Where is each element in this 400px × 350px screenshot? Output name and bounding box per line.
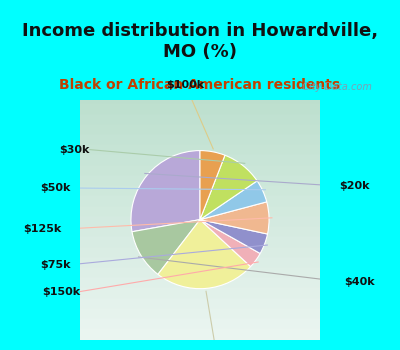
Wedge shape <box>132 220 200 274</box>
Wedge shape <box>200 220 268 253</box>
Wedge shape <box>200 202 269 234</box>
Bar <box>18 297 363 307</box>
Bar <box>18 153 363 164</box>
Wedge shape <box>200 150 225 220</box>
Bar <box>18 102 363 113</box>
Text: Income distribution in Howardville,
MO (%): Income distribution in Howardville, MO (… <box>22 22 378 61</box>
Text: $30k: $30k <box>59 145 90 155</box>
Bar <box>18 245 363 256</box>
Bar <box>18 184 363 194</box>
Wedge shape <box>200 220 260 267</box>
Text: Black or African American residents: Black or African American residents <box>60 78 340 92</box>
Bar <box>18 225 363 235</box>
Text: $40k: $40k <box>344 277 374 287</box>
Text: $150k: $150k <box>42 287 80 296</box>
Bar <box>18 235 363 245</box>
Text: City-Data.com: City-Data.com <box>296 83 372 92</box>
Bar <box>18 164 363 174</box>
Bar <box>18 123 363 133</box>
Bar <box>18 92 363 102</box>
Bar <box>18 256 363 266</box>
Bar <box>18 266 363 276</box>
Bar <box>18 61 363 72</box>
Wedge shape <box>131 150 200 232</box>
Circle shape <box>282 72 295 85</box>
Bar <box>18 338 363 348</box>
Wedge shape <box>158 220 251 289</box>
Text: $20k: $20k <box>339 181 370 191</box>
Bar <box>18 317 363 327</box>
Bar <box>18 143 363 153</box>
Text: $125k: $125k <box>23 224 61 234</box>
Bar <box>18 82 363 92</box>
Text: $100k: $100k <box>166 80 205 90</box>
Bar <box>18 72 363 82</box>
Bar <box>18 113 363 123</box>
Bar <box>18 133 363 143</box>
Bar <box>18 307 363 317</box>
Wedge shape <box>200 155 257 220</box>
Bar <box>18 286 363 297</box>
Bar <box>18 276 363 286</box>
Bar <box>18 327 363 338</box>
Text: $50k: $50k <box>40 183 70 193</box>
Text: $75k: $75k <box>40 260 70 270</box>
Bar <box>18 215 363 225</box>
Bar <box>18 174 363 184</box>
Wedge shape <box>200 181 267 220</box>
Bar <box>18 194 363 205</box>
Bar <box>18 205 363 215</box>
Bar <box>18 348 363 350</box>
